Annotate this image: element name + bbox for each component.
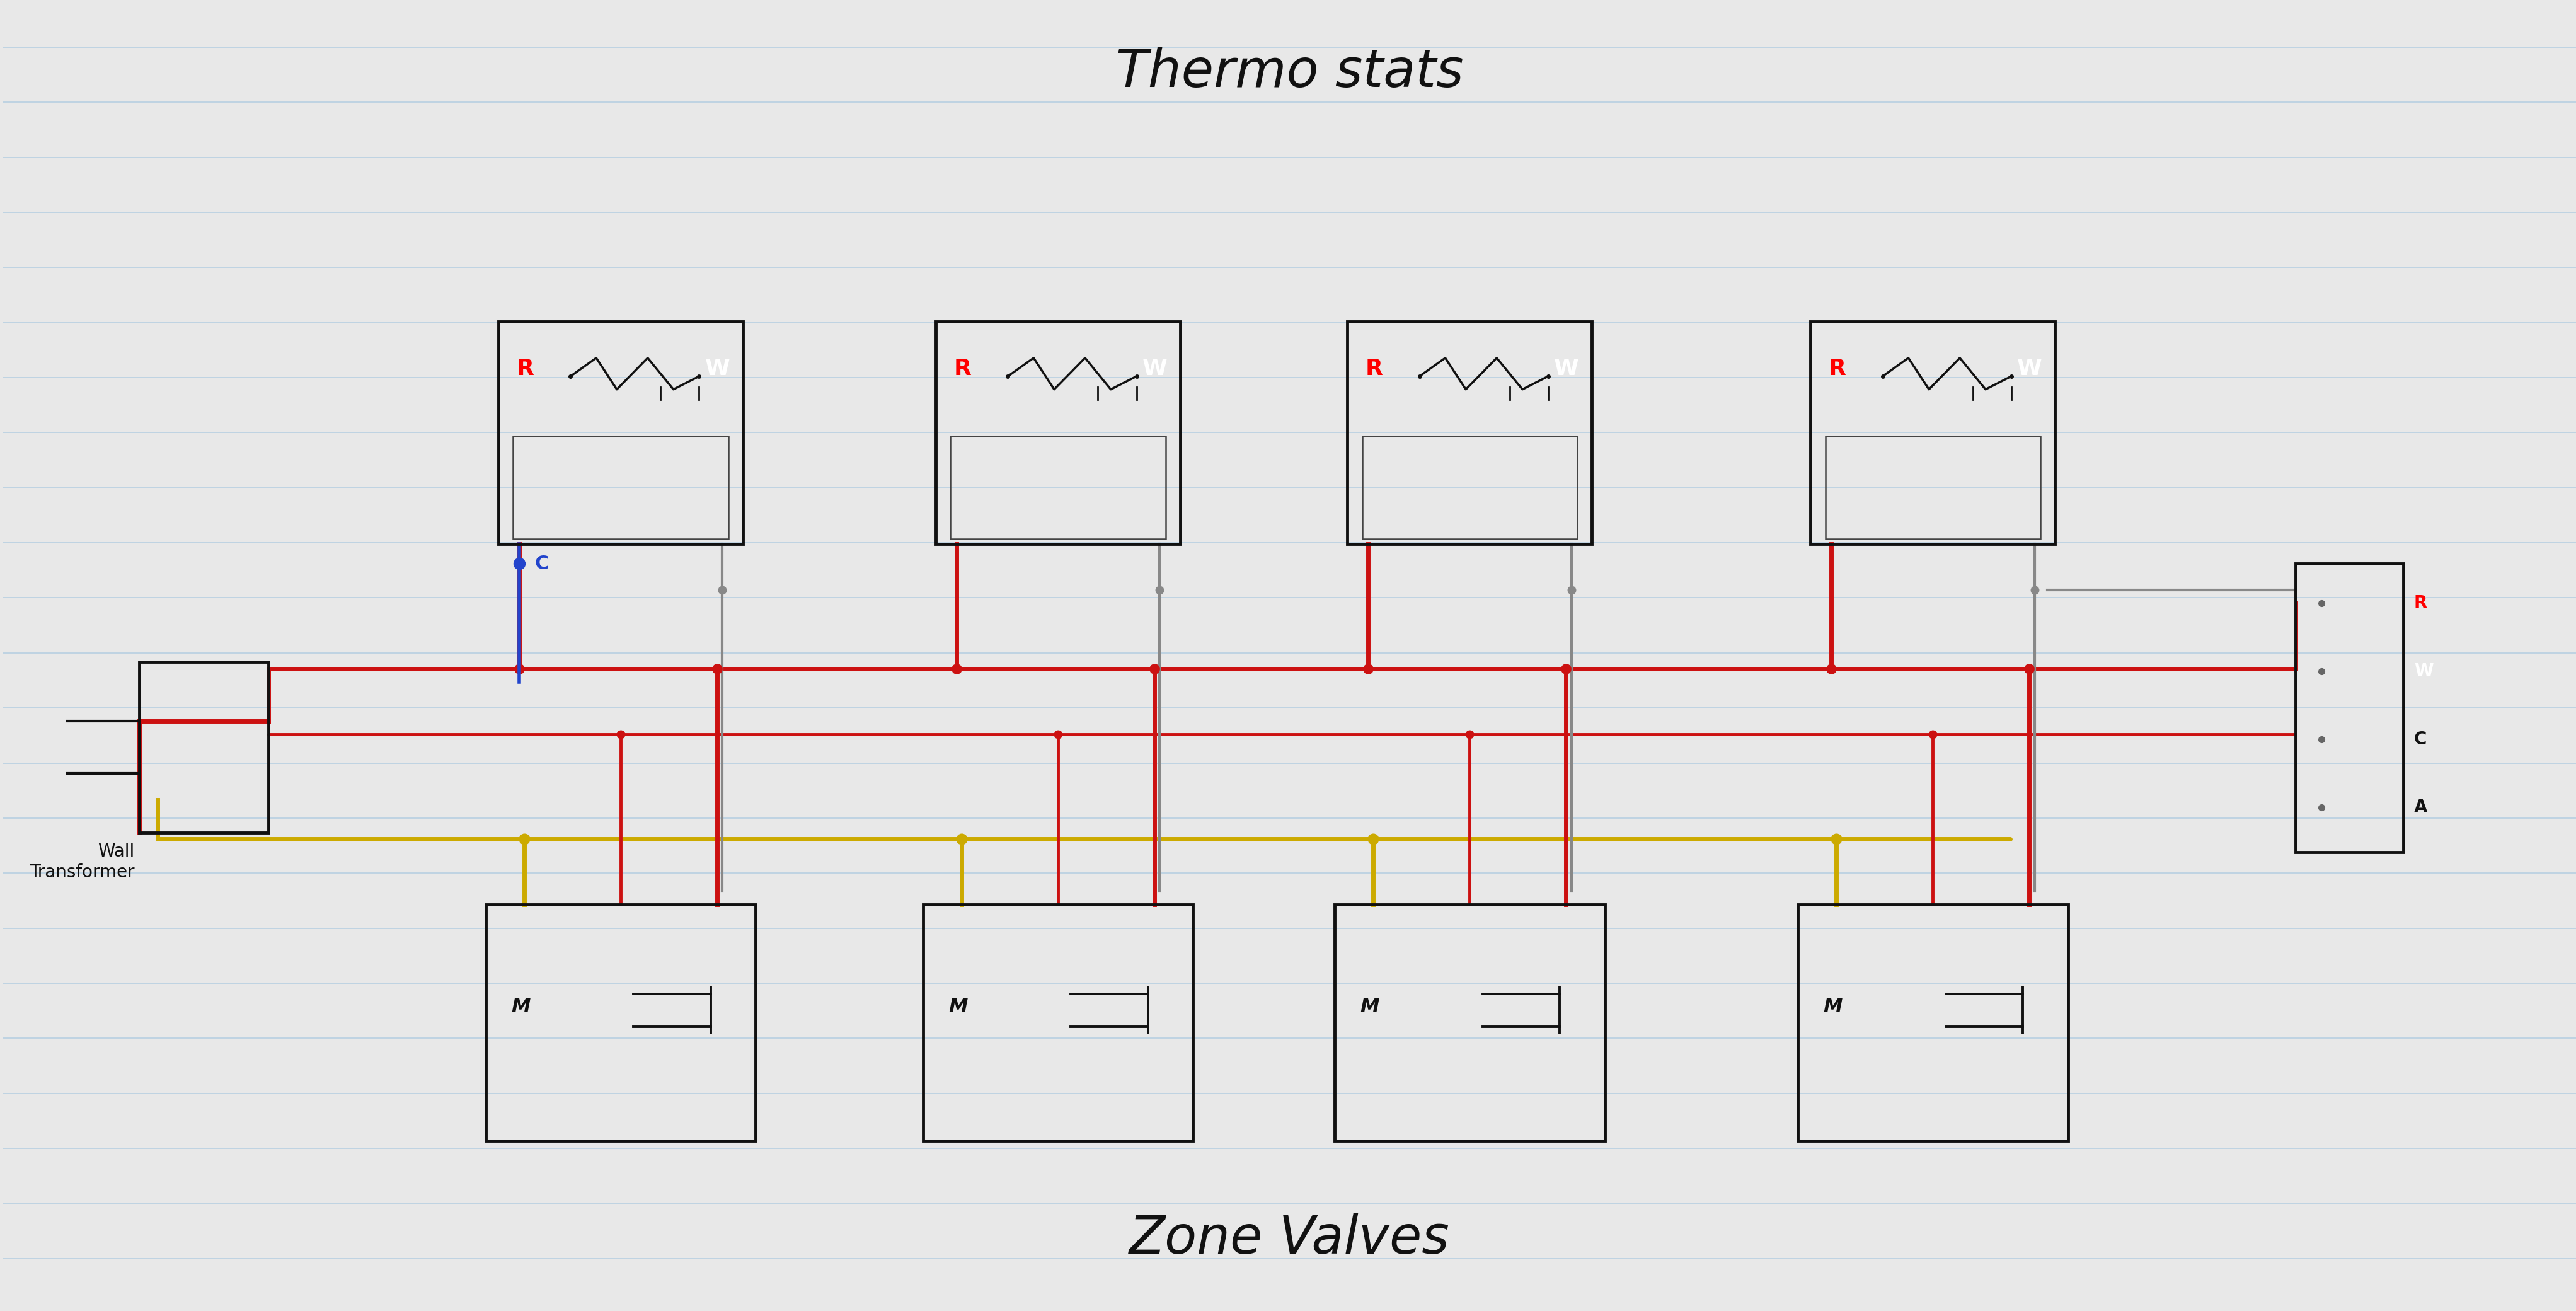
- Text: W: W: [1553, 358, 1579, 379]
- Text: W: W: [2017, 358, 2043, 379]
- Bar: [513, 437, 729, 539]
- Bar: [139, 662, 268, 832]
- Text: R: R: [2414, 594, 2427, 612]
- Text: W: W: [706, 358, 729, 379]
- Text: C: C: [2414, 730, 2427, 749]
- Bar: [497, 321, 742, 544]
- Text: Zone Valves: Zone Valves: [1128, 1214, 1450, 1264]
- Text: R: R: [1365, 358, 1383, 379]
- Text: W: W: [1141, 358, 1167, 379]
- Text: Wall
Transformer: Wall Transformer: [28, 843, 134, 881]
- Bar: [1798, 905, 2069, 1141]
- Text: A: A: [2414, 798, 2427, 817]
- Text: R: R: [953, 358, 971, 379]
- Text: M: M: [510, 998, 531, 1016]
- Bar: [1826, 437, 2040, 539]
- Bar: [1347, 321, 1592, 544]
- Bar: [487, 905, 755, 1141]
- Bar: [2295, 564, 2403, 852]
- Text: R: R: [1829, 358, 1847, 379]
- Text: M: M: [1360, 998, 1381, 1016]
- Text: M: M: [1824, 998, 1842, 1016]
- Text: Thermo stats: Thermo stats: [1115, 47, 1463, 97]
- Bar: [1334, 905, 1605, 1141]
- Text: R: R: [515, 358, 533, 379]
- Bar: [1363, 437, 1577, 539]
- Bar: [935, 321, 1180, 544]
- Text: M: M: [948, 998, 969, 1016]
- Text: C: C: [533, 555, 549, 573]
- Bar: [951, 437, 1164, 539]
- Bar: [922, 905, 1193, 1141]
- Bar: [1811, 321, 2056, 544]
- Text: W: W: [2414, 662, 2434, 680]
